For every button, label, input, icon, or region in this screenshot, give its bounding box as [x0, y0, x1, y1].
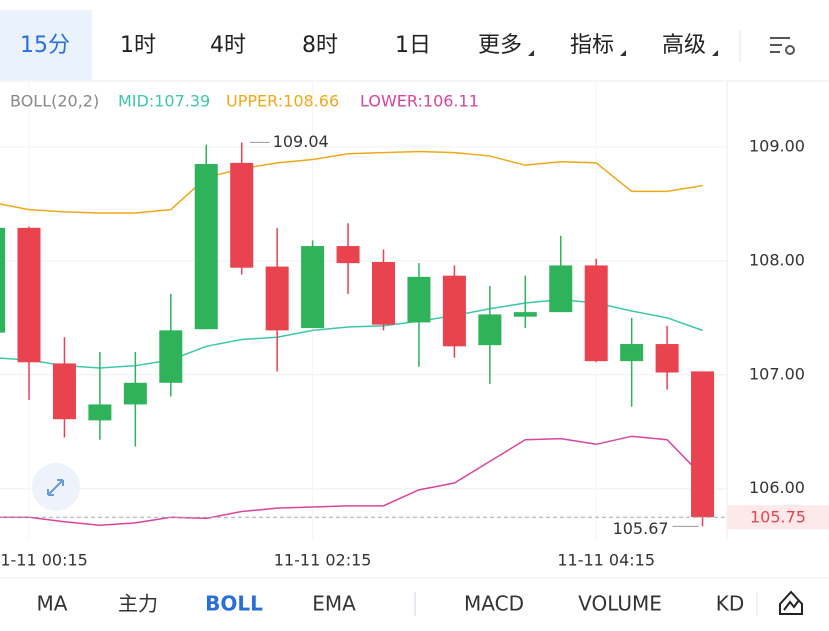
tab[interactable]: 15分: [20, 33, 70, 58]
chart-icon[interactable]: [779, 590, 803, 615]
candle-body: [584, 265, 608, 362]
tab[interactable]: 指标: [570, 33, 614, 58]
candle-body: [372, 262, 395, 325]
dropdown-triangle: [528, 50, 534, 56]
dropdown-triangle: [620, 50, 626, 56]
candle-body: [513, 312, 537, 317]
candle-body: [52, 363, 76, 420]
candle-body: [620, 344, 644, 362]
candle-body: [123, 382, 147, 405]
tab[interactable]: 高级: [662, 33, 706, 58]
expand-icon: [47, 479, 64, 496]
candle-body: [442, 275, 466, 347]
candle-body: [265, 266, 289, 331]
indicator-tab[interactable]: VOLUME: [578, 592, 662, 616]
candle-body: [336, 246, 360, 264]
candle-body: [478, 314, 502, 346]
candle-body: [301, 246, 325, 329]
x-tick-label: 11-11 00:15: [0, 551, 88, 570]
y-tick-label: 108.00: [749, 250, 805, 269]
boll-line: [0, 150, 703, 214]
candle-body: [17, 227, 41, 363]
price-tag-bg: [727, 505, 829, 530]
candle-body: [88, 404, 112, 421]
candle-body: [230, 162, 254, 268]
y-tick-label: 106.00: [749, 478, 805, 497]
candle-body: [0, 227, 6, 333]
tab[interactable]: 更多: [478, 33, 522, 58]
indicator-tab[interactable]: KD: [716, 592, 745, 616]
legend-entry: MID:107.39: [118, 92, 210, 111]
candle-body: [549, 265, 573, 313]
x-tick-label: 11-11 02:15: [274, 551, 372, 570]
tab[interactable]: 1时: [120, 33, 156, 58]
price-tag: 105.75: [750, 508, 806, 527]
candle-body: [691, 371, 715, 518]
boll-line: [0, 435, 704, 526]
indicator-tab[interactable]: MA: [37, 592, 68, 616]
tab[interactable]: 1日: [395, 33, 431, 58]
indicator-tab[interactable]: EMA: [312, 592, 356, 616]
tab[interactable]: 4时: [210, 33, 246, 58]
x-tick-label: 11-11 04:15: [557, 551, 655, 570]
indicator-tab[interactable]: MACD: [464, 592, 524, 616]
legend-entry: LOWER:106.11: [360, 92, 479, 111]
tab-selected-bg: [0, 10, 92, 80]
max-label: 109.04: [273, 132, 329, 151]
candle-body: [655, 344, 679, 373]
indicator-tab[interactable]: 主力: [118, 592, 158, 616]
y-tick-label: 109.00: [749, 136, 805, 155]
candle-body: [194, 164, 218, 330]
settings-icon[interactable]: [770, 37, 795, 55]
y-tick-label: 107.00: [749, 364, 805, 383]
boll-line: [0, 298, 703, 369]
tab[interactable]: 8时: [302, 33, 338, 58]
plot: [0, 82, 727, 540]
min-label: 105.67: [613, 519, 669, 538]
candle-body: [407, 276, 431, 323]
dropdown-triangle: [712, 50, 718, 56]
candle-body: [159, 330, 183, 383]
indicator-tab[interactable]: BOLL: [205, 592, 263, 616]
legend-entry: UPPER:108.66: [226, 92, 339, 111]
legend-entry: BOLL(20,2): [10, 92, 99, 111]
